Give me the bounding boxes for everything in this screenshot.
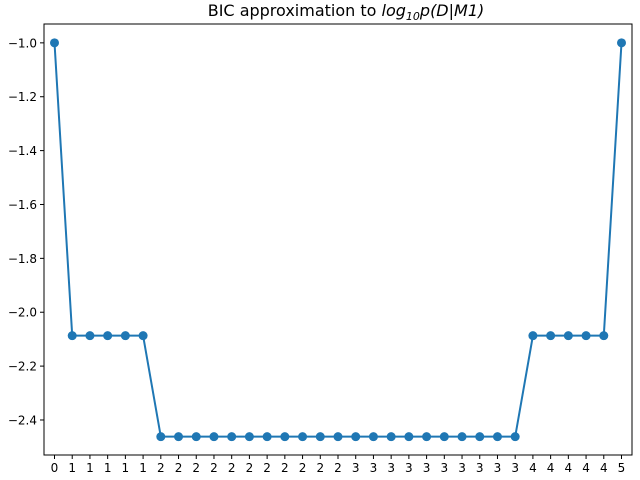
chart-title-prefix: BIC approximation to (208, 1, 382, 20)
data-point (404, 432, 414, 442)
data-point (280, 432, 290, 442)
x-tick-label: 3 (511, 461, 519, 475)
chart-title-func: log (382, 1, 406, 20)
axes: 0 1 1 1 1 1 2 2 2 2 2 2 2 2 2 2 2 3 3 3 3 3 3 3 3 3 3 4 4 4 4 4 5−1.0−1.… (8, 23, 633, 475)
data-point (138, 331, 148, 341)
data-point (244, 432, 254, 442)
data-point (298, 432, 308, 442)
x-tick-label: 2 (246, 461, 254, 475)
y-tick-label: −1.6 (8, 198, 37, 212)
x-tick-label: 2 (316, 461, 324, 475)
data-point (457, 432, 467, 442)
data-point (386, 432, 396, 442)
data-point (67, 331, 77, 341)
chart-title-rest: p(D|M1) (419, 1, 484, 20)
x-tick-label: 4 (565, 461, 573, 475)
x-tick-label: 0 (51, 461, 59, 475)
x-tick-label: 1 (104, 461, 112, 475)
data-point (617, 38, 626, 48)
y-tick-label: −1.8 (8, 252, 37, 266)
x-tick-label: 3 (494, 461, 502, 475)
data-point (174, 432, 184, 442)
data-point (315, 432, 325, 442)
y-tick-label: −1.2 (8, 90, 37, 104)
data-point (227, 432, 237, 442)
x-tick-label: 1 (122, 461, 130, 475)
y-tick-label: −1.4 (8, 144, 37, 158)
data-point (439, 432, 449, 442)
data-point (262, 432, 272, 442)
x-tick-label: 2 (281, 461, 289, 475)
data-point (368, 432, 378, 442)
x-tick-label: 2 (192, 461, 200, 475)
x-tick-label: 3 (370, 461, 378, 475)
y-tick-label: −2.2 (8, 360, 37, 374)
plot-area (50, 38, 626, 442)
data-point (546, 331, 556, 341)
x-tick-label: 3 (423, 461, 431, 475)
x-tick-label: 2 (175, 461, 183, 475)
x-tick-label: 3 (440, 461, 448, 475)
data-point (209, 432, 219, 442)
y-tick-label: −1.0 (8, 36, 37, 50)
data-point (581, 331, 591, 341)
data-point (563, 331, 573, 341)
data-point (351, 432, 361, 442)
x-tick-label: 2 (157, 461, 165, 475)
x-tick-label: 5 (618, 461, 626, 475)
data-point (156, 432, 166, 442)
data-point (50, 38, 59, 48)
data-point (422, 432, 432, 442)
y-tick-label: −2.0 (8, 306, 37, 320)
chart-title-subscript: 10 (406, 10, 420, 23)
x-tick-label: 2 (210, 461, 218, 475)
data-point (103, 331, 113, 341)
x-tick-label: 3 (352, 461, 360, 475)
x-tick-label: 1 (68, 461, 76, 475)
x-tick-label: 1 (86, 461, 94, 475)
x-tick-label: 4 (600, 461, 608, 475)
data-point (333, 432, 343, 442)
chart-title: BIC approximation to log10p(D|M1) (208, 1, 485, 23)
y-tick-label: −2.4 (8, 413, 37, 427)
data-point (191, 432, 201, 442)
x-tick-label: 4 (529, 461, 537, 475)
x-tick-label: 2 (228, 461, 236, 475)
data-point (510, 432, 520, 442)
data-point (85, 331, 95, 341)
data-point (528, 331, 538, 341)
x-tick-label: 2 (334, 461, 342, 475)
data-point (599, 331, 609, 341)
x-tick-label: 3 (476, 461, 484, 475)
x-tick-label: 4 (547, 461, 555, 475)
data-point (120, 331, 130, 341)
data-point (492, 432, 502, 442)
x-tick-label: 2 (263, 461, 271, 475)
x-tick-label: 3 (405, 461, 413, 475)
x-tick-label: 4 (582, 461, 590, 475)
data-point (475, 432, 485, 442)
x-tick-label: 3 (458, 461, 466, 475)
x-tick-label: 3 (387, 461, 395, 475)
x-tick-label: 1 (139, 461, 147, 475)
x-tick-label: 2 (299, 461, 307, 475)
